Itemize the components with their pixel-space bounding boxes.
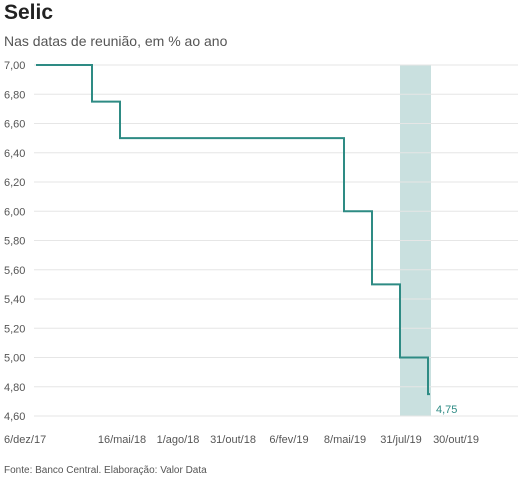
x-tick-label: 16/mai/18 [98,434,146,446]
x-tick-label: 6/dez/17 [4,434,46,446]
x-tick-label: 1/ago/18 [157,434,200,446]
chart-title: Selic [4,1,54,24]
y-tick-label: 6,80 [4,89,25,101]
y-tick-label: 6,20 [4,177,25,189]
last-value-label: 4,75 [436,404,457,416]
y-tick-label: 5,60 [4,265,25,277]
y-tick-label: 5,40 [4,294,25,306]
x-tick-label: 6/fev/19 [269,434,308,446]
chart-subtitle: Nas datas de reunião, em % ao ano [4,33,228,49]
series-line [36,64,430,396]
y-tick-label: 5,20 [4,323,25,335]
source-note: Fonte: Banco Central. Elaboração: Valor … [4,465,207,476]
x-tick-label: 31/jul/19 [380,434,422,446]
y-tick-label: 7,00 [4,60,25,72]
y-tick-label: 6,40 [4,148,25,160]
x-tick-label: 30/out/19 [433,434,479,446]
y-tick-label: 5,80 [4,236,25,248]
x-tick-label: 31/out/18 [210,434,256,446]
y-tick-label: 6,00 [4,206,25,218]
y-tick-label: 5,00 [4,353,25,365]
y-tick-label: 6,60 [4,119,25,131]
x-tick-label: 8/mai/19 [324,434,366,446]
y-tick-label: 4,60 [4,411,25,423]
y-tick-label: 4,80 [4,382,25,394]
